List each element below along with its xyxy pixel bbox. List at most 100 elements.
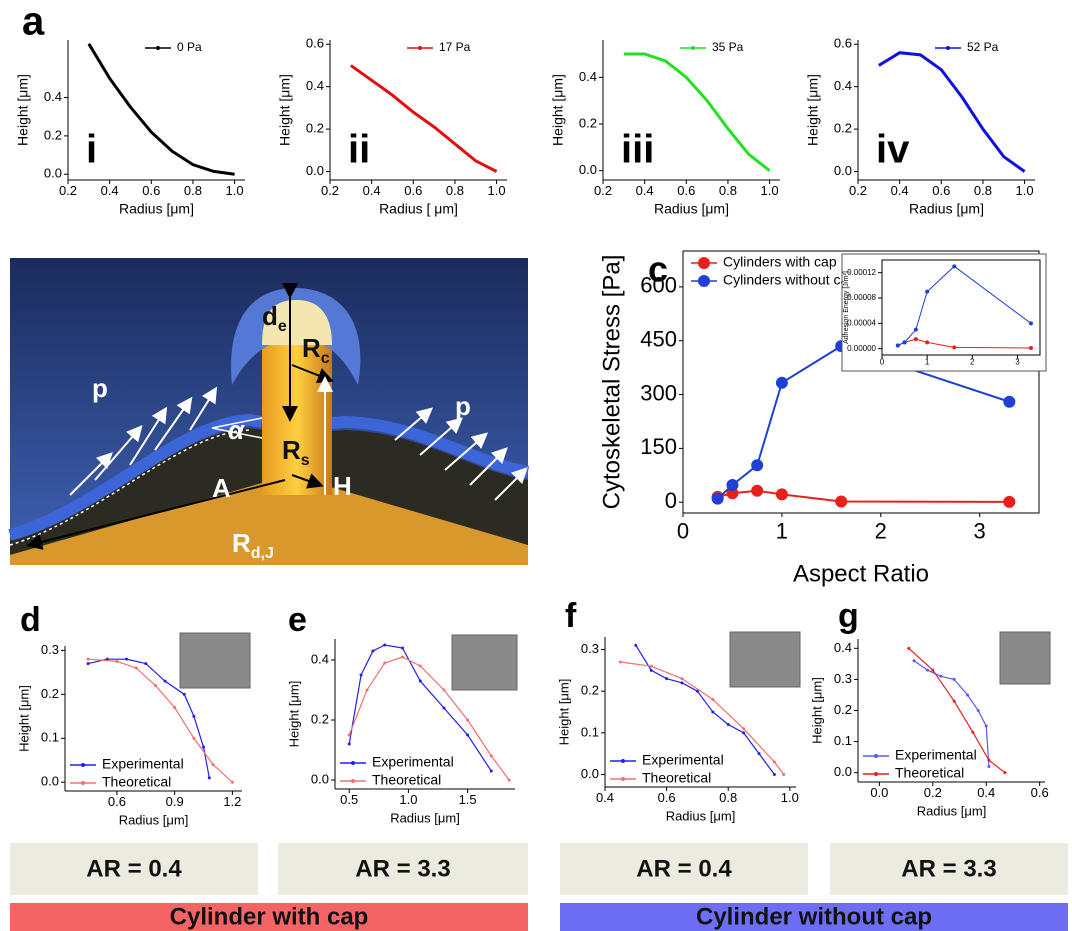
data-point bbox=[182, 692, 186, 696]
group-caption: Cylinder without cap bbox=[696, 903, 932, 930]
panel-letter: f bbox=[565, 597, 577, 635]
data-point bbox=[726, 723, 730, 726]
data-point bbox=[987, 758, 991, 762]
y-tick-label: 0 bbox=[665, 488, 677, 513]
x-axis-label: Radius [μm] bbox=[654, 201, 729, 217]
x-tick-label: 0.2 bbox=[924, 785, 942, 800]
data-point bbox=[401, 646, 404, 650]
data-point bbox=[775, 488, 788, 501]
diagram: p p de Rc α Rs A H Rd,J bbox=[8, 258, 530, 565]
x-axis-label: Radius [μm] bbox=[917, 803, 987, 818]
data-point bbox=[442, 688, 446, 692]
data-point bbox=[987, 764, 991, 768]
y-tick-label: 0.1 bbox=[581, 724, 599, 739]
x-axis-label: Radius [μm] bbox=[119, 812, 189, 827]
data-point bbox=[86, 657, 90, 661]
data-point bbox=[966, 693, 970, 697]
plot-frame bbox=[881, 259, 1041, 356]
x-tick-label: 1.5 bbox=[459, 792, 477, 807]
data-point bbox=[925, 668, 929, 672]
ar-caption: AR = 0.4 bbox=[86, 855, 182, 882]
panel-letter: d bbox=[20, 601, 41, 639]
y-tick-label: 150 bbox=[640, 434, 677, 459]
x-tick-label: 0.6 bbox=[932, 183, 950, 198]
data-point bbox=[680, 681, 684, 685]
y-axis-label: Height [μm] bbox=[556, 679, 571, 746]
y-tick-label: 0.1 bbox=[41, 730, 59, 745]
data-point bbox=[952, 699, 956, 703]
data-point bbox=[782, 773, 786, 776]
y-tick-label: 0.2 bbox=[579, 115, 597, 130]
y-tick-label: 0.2 bbox=[834, 121, 852, 136]
x-tick-label: 0.6 bbox=[1031, 785, 1049, 800]
data-line bbox=[349, 64, 498, 173]
data-line bbox=[88, 658, 233, 783]
data-point bbox=[207, 776, 211, 780]
data-line bbox=[908, 647, 1006, 774]
y-tick-label: 0.2 bbox=[834, 702, 852, 717]
legend-label: Experimental bbox=[102, 756, 184, 772]
data-point bbox=[680, 677, 684, 681]
panel-letter: g bbox=[838, 597, 859, 635]
data-point bbox=[192, 736, 196, 740]
data-point bbox=[134, 666, 138, 670]
data-point bbox=[163, 679, 167, 683]
panel-letter: e bbox=[288, 601, 307, 639]
y-tick-label: 300 bbox=[640, 380, 677, 405]
x-tick-label: 1 bbox=[776, 519, 788, 544]
data-point bbox=[772, 760, 776, 764]
x-axis-label: Aspect Ratio bbox=[793, 560, 929, 587]
y-tick-label: 0.2 bbox=[306, 121, 324, 136]
x-tick-label: 0.4 bbox=[977, 785, 995, 800]
legend-marker bbox=[81, 781, 85, 785]
x-tick-label: 0.8 bbox=[719, 183, 737, 198]
data-point bbox=[913, 337, 918, 342]
data-point bbox=[984, 724, 988, 728]
x-tick-label: 2 bbox=[970, 357, 975, 366]
y-axis-label: Height [μm] bbox=[550, 74, 566, 146]
x-tick-label: 0.8 bbox=[184, 183, 202, 198]
data-point bbox=[153, 684, 157, 688]
data-point bbox=[952, 264, 957, 269]
data-point bbox=[912, 659, 916, 663]
x-tick-label: 1.0 bbox=[488, 183, 506, 198]
legend-marker bbox=[156, 46, 160, 50]
x-axis-label: Radius [μm] bbox=[666, 808, 736, 823]
y-tick-label: 0.2 bbox=[41, 686, 59, 701]
legend-marker bbox=[874, 772, 878, 776]
data-point bbox=[507, 778, 511, 782]
legend-marker bbox=[874, 754, 878, 758]
x-tick-label: 0.6 bbox=[108, 794, 126, 809]
x-tick-label: 0.6 bbox=[677, 183, 695, 198]
legend-label: Theoretical bbox=[642, 770, 711, 786]
data-line bbox=[878, 51, 1026, 173]
data-point bbox=[618, 660, 622, 664]
y-tick-label: 0.0 bbox=[44, 166, 62, 181]
data-point bbox=[1003, 495, 1016, 508]
x-tick-label: 3 bbox=[1015, 357, 1020, 366]
y-tick-label: 0.00000 bbox=[847, 344, 876, 353]
diagram-label: Rd,J bbox=[232, 528, 274, 562]
y-axis-label: Adhesion Energy [J/m²] bbox=[843, 271, 850, 344]
panel-annotation: i bbox=[86, 128, 97, 172]
data-point bbox=[125, 657, 129, 661]
x-tick-label: 1.0 bbox=[761, 183, 779, 198]
data-point bbox=[907, 646, 911, 650]
legend-marker bbox=[351, 779, 355, 783]
y-tick-label: 0.4 bbox=[306, 78, 324, 93]
data-line bbox=[635, 645, 775, 775]
data-point bbox=[775, 376, 788, 389]
y-axis-label: Height [μm] bbox=[809, 677, 824, 744]
legend-label: Theoretical bbox=[895, 765, 964, 781]
y-tick-label: 600 bbox=[640, 273, 677, 298]
data-point bbox=[1003, 771, 1007, 775]
data-point bbox=[192, 714, 196, 718]
x-tick-label: 0.8 bbox=[719, 790, 737, 805]
data-point bbox=[772, 773, 776, 776]
x-tick-label: 0.4 bbox=[596, 790, 614, 805]
diagram-label: p bbox=[455, 391, 471, 421]
legend-marker bbox=[621, 759, 625, 763]
y-tick-label: 0.00008 bbox=[847, 293, 876, 302]
data-point bbox=[466, 733, 470, 737]
data-point bbox=[751, 459, 764, 472]
